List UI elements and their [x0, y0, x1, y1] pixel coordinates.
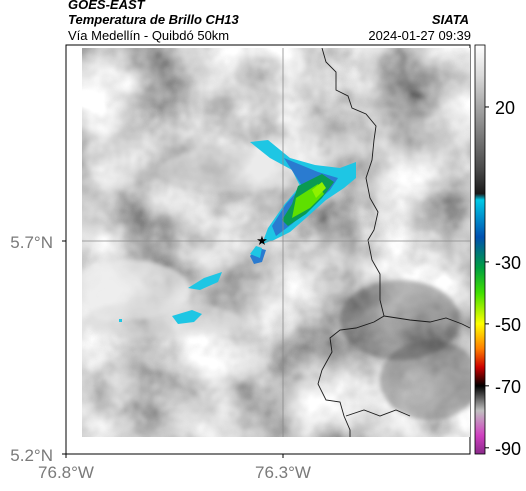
colorbar-tick-label: -30 — [495, 253, 521, 273]
org-label: SIATA — [431, 12, 469, 27]
colorbar-ramp — [474, 44, 486, 455]
colorbar-tick-label: 20 — [495, 98, 515, 118]
x-tick-label: 76.8°W — [38, 463, 94, 482]
colorbar-tick-label: -90 — [495, 439, 521, 459]
colorbar-tick-label: -70 — [495, 377, 521, 397]
y-tick-label: 5.7°N — [10, 233, 53, 252]
y-axis: 5.7°N 5.2°N — [10, 233, 66, 465]
datetime-label: 2024-01-27 09:39 — [368, 28, 471, 43]
x-axis: 76.8°W 76.3°W — [38, 454, 311, 482]
region-subtitle: Vía Medellín - Quibdó 50km — [68, 28, 230, 43]
location-marker: ★ — [256, 234, 268, 249]
convective-cloud-main — [119, 140, 356, 324]
colorbar-tick-label: -50 — [495, 315, 521, 335]
satellite-label: GOES-EAST — [68, 0, 145, 12]
border-line — [317, 48, 385, 437]
product-title: Temperatura de Brillo CH13 — [68, 12, 239, 27]
x-tick-label: 76.3°W — [255, 463, 311, 482]
colorbar: 20 -30 -50 -70 -90 — [474, 44, 521, 459]
y-tick-label: 5.2°N — [10, 446, 53, 465]
